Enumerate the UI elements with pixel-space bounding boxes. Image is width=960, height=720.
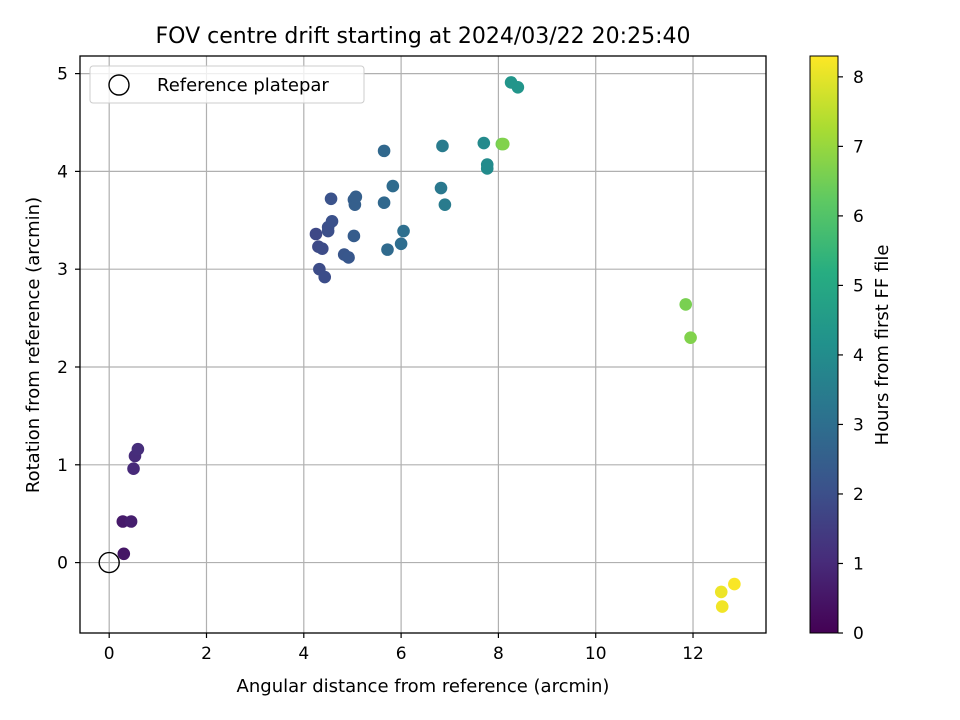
data-point (315, 242, 329, 255)
colorbar-tick-label: 6 (853, 207, 864, 227)
x-axis-label: Angular distance from reference (arcmin) (237, 676, 610, 697)
colorbar-tick-label: 0 (853, 624, 864, 644)
data-point (309, 227, 323, 241)
data-point (434, 181, 448, 195)
data-point (511, 80, 525, 94)
colorbar-tick-label: 5 (853, 276, 864, 296)
data-point (127, 462, 140, 476)
data-point (714, 585, 728, 599)
y-tick-label: 5 (57, 65, 68, 85)
reference-marker-group (98, 551, 120, 574)
colorbar-tick-label: 3 (853, 415, 864, 435)
data-point (381, 243, 394, 256)
data-point (131, 442, 145, 456)
data-points (116, 76, 741, 613)
data-point (480, 162, 494, 175)
data-point (318, 270, 332, 284)
data-point (347, 229, 361, 243)
data-point (117, 547, 131, 561)
data-point (349, 190, 363, 204)
x-tick-label: 12 (682, 644, 704, 664)
x-axis: 0 2 4 6 8 10 12 (104, 633, 704, 664)
y-tick-label: 4 (57, 162, 68, 182)
plot-frame (79, 55, 767, 634)
data-point (324, 192, 338, 206)
data-point (684, 331, 697, 344)
data-point (394, 237, 408, 251)
x-tick-label: 10 (585, 644, 607, 664)
colorbar-ticks: 0 1 2 3 4 5 6 7 8 (838, 68, 864, 644)
data-point (325, 214, 339, 228)
data-point (438, 198, 452, 211)
grid (80, 56, 766, 633)
legend-box (89, 65, 365, 104)
data-point (397, 224, 410, 238)
x-tick-label: 2 (201, 644, 212, 664)
data-point (342, 251, 355, 264)
data-point (679, 298, 693, 311)
data-point (386, 179, 400, 193)
colorbar-tick-label: 2 (853, 485, 864, 505)
colorbar-tick-label: 8 (853, 68, 864, 88)
y-tick-label: 1 (57, 456, 68, 476)
y-axis-label: Rotation from reference (arcmin) (23, 197, 44, 493)
y-tick-label: 2 (57, 358, 68, 378)
legend: Reference platepar (89, 65, 365, 104)
x-tick-label: 0 (104, 644, 115, 664)
data-point (496, 137, 510, 151)
colorbar-tick-label: 7 (853, 137, 864, 157)
y-axis: 0 1 2 3 4 5 (57, 65, 80, 574)
chart-title: FOV centre drift starting at 2024/03/22 … (156, 24, 691, 49)
y-tick-label: 0 (57, 554, 68, 574)
data-point (124, 515, 138, 528)
data-point (377, 144, 391, 158)
data-point (377, 196, 391, 209)
legend-marker (108, 74, 130, 96)
colorbar-tick-label: 1 (853, 554, 864, 574)
x-tick-label: 6 (396, 644, 407, 664)
colorbar-label: Hours from first FF file (872, 245, 893, 446)
y-tick-label: 3 (57, 260, 68, 280)
data-point (321, 224, 335, 238)
data-point (477, 136, 491, 150)
data-point (715, 600, 729, 613)
colorbar-tick-label: 4 (853, 346, 864, 366)
reference-platepar-marker (98, 551, 120, 574)
colorbar (809, 55, 839, 634)
data-point (728, 577, 741, 591)
data-point (436, 139, 449, 153)
x-tick-label: 4 (298, 644, 309, 664)
legend-label: Reference platepar (157, 75, 329, 96)
x-tick-label: 8 (493, 644, 504, 664)
